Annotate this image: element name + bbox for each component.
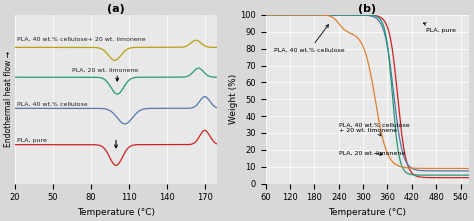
Title: (b): (b) — [358, 4, 376, 14]
Y-axis label: Endothermal heat flow →: Endothermal heat flow → — [4, 51, 13, 147]
X-axis label: Temperature (°C): Temperature (°C) — [328, 208, 406, 217]
Text: PLA, pure: PLA, pure — [423, 23, 456, 33]
Text: PLA, 20 wt. limonene: PLA, 20 wt. limonene — [339, 151, 405, 156]
Text: PLA, 20 wt. limonene: PLA, 20 wt. limonene — [72, 68, 138, 73]
Text: PLA, pure: PLA, pure — [17, 138, 47, 143]
Text: PLA, 40 wt.% cellulose: PLA, 40 wt.% cellulose — [274, 25, 345, 53]
Y-axis label: Weight (%): Weight (%) — [228, 74, 237, 124]
X-axis label: Temperature (°C): Temperature (°C) — [77, 208, 155, 217]
Title: (a): (a) — [107, 4, 125, 14]
Text: PLA, 40 wt.% cellulose+ 20 wt. limonene: PLA, 40 wt.% cellulose+ 20 wt. limonene — [17, 37, 146, 42]
Text: PLA, 40 wt.% cellulose
+ 20 wt. limonene: PLA, 40 wt.% cellulose + 20 wt. limonene — [339, 122, 410, 136]
Text: PLA, 40 wt.% cellulose: PLA, 40 wt.% cellulose — [17, 101, 88, 106]
